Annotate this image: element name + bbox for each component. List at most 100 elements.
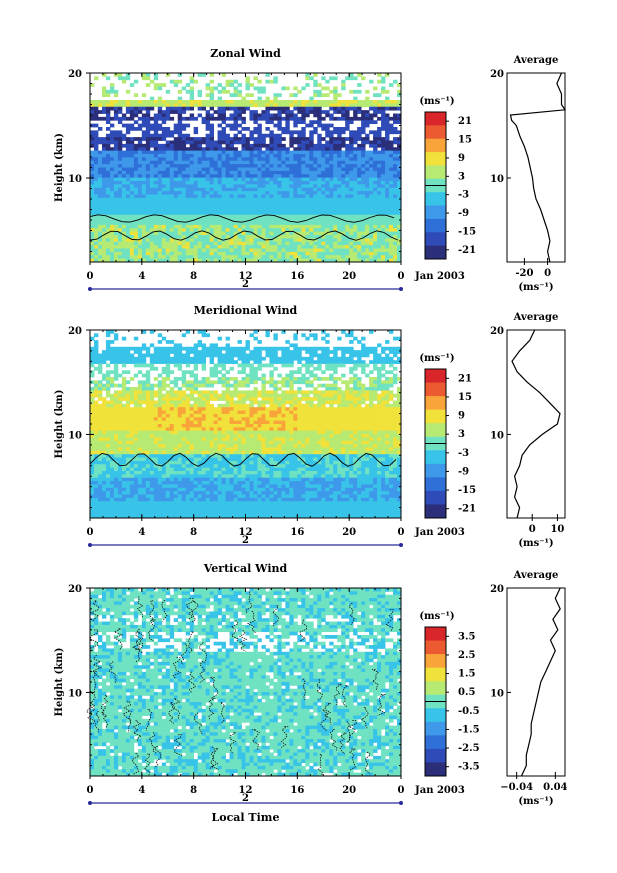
heatmap-cell [257, 231, 262, 236]
heatmap-cell [209, 201, 215, 206]
heatmap-cell [177, 147, 183, 152]
heatmap-cell [241, 221, 246, 226]
heatmap-cell [197, 143, 203, 148]
heatmap-cell [281, 194, 286, 199]
heatmap-cell [357, 390, 362, 395]
heatmap-cell [229, 170, 234, 175]
heatmap-cell [329, 130, 334, 135]
heatmap-cell [317, 211, 322, 216]
heatmap-cell [169, 387, 175, 391]
heatmap-cell [149, 231, 155, 236]
heatmap-cell [253, 397, 258, 401]
heatmap-cell [369, 387, 374, 391]
heatmap-cell [105, 76, 111, 81]
heatmap-cell [357, 150, 362, 155]
heatmap-cell [173, 83, 179, 87]
heatmap-cell [385, 204, 390, 209]
heatmap-cell [137, 116, 143, 121]
heatmap-cell [385, 214, 390, 219]
heatmap-cell [333, 89, 338, 94]
heatmap-cell [357, 221, 362, 226]
heatmap-cell [225, 181, 230, 185]
heatmap-cell [381, 150, 386, 155]
heatmap-cell [221, 164, 226, 168]
heatmap-cell [237, 407, 242, 411]
heatmap-cell [297, 116, 302, 121]
heatmap-cell [213, 167, 218, 172]
heatmap-cell [365, 211, 370, 216]
heatmap-cell [145, 363, 151, 368]
heatmap-cell [113, 116, 119, 121]
heatmap-cell [133, 160, 139, 165]
heatmap-cell [185, 170, 191, 175]
heatmap-cell [337, 160, 342, 165]
heatmap-cell [189, 150, 195, 155]
heatmap-cell [185, 187, 191, 192]
heatmap-cell [357, 340, 362, 344]
heatmap-cell [157, 110, 163, 114]
heatmap-cell [321, 353, 326, 358]
heatmap-cell [389, 140, 394, 145]
heatmap-cell [177, 248, 183, 253]
heatmap-cell [201, 231, 207, 236]
heatmap-cell [197, 383, 203, 388]
heatmap-cell [169, 407, 175, 411]
heatmap-cell [281, 235, 286, 239]
heatmap-cell [293, 147, 298, 152]
heatmap-cell [305, 350, 310, 354]
heatmap-cell [265, 397, 270, 401]
heatmap-cell [169, 150, 175, 155]
heatmap-cell [369, 177, 374, 182]
heatmap-cell [101, 356, 107, 361]
heatmap-cell [161, 241, 167, 246]
heatmap-cell [105, 133, 111, 138]
heatmap-cell [269, 204, 274, 209]
heatmap-cell [237, 157, 242, 162]
heatmap-cell [245, 383, 250, 388]
heatmap-cell [213, 393, 218, 398]
heatmap-cell [237, 363, 242, 368]
heatmap-cell [317, 204, 322, 209]
heatmap-cell [365, 177, 370, 182]
heatmap-cell [137, 397, 143, 401]
heatmap-cell [353, 137, 358, 141]
heatmap-cell [317, 164, 322, 168]
heatmap-cell [273, 238, 278, 243]
heatmap-cell [197, 397, 203, 401]
heatmap-cell [205, 224, 211, 229]
heatmap-cell [269, 181, 274, 185]
heatmap-cell [233, 137, 238, 141]
heatmap-cell [313, 407, 318, 411]
heatmap-cell [125, 181, 131, 185]
heatmap-cell [141, 224, 147, 229]
heatmap-cell [189, 350, 195, 354]
heatmap-cell [309, 167, 314, 172]
heatmap-cell [241, 204, 246, 209]
colorbar-swatch [425, 152, 446, 166]
heatmap-cell [233, 251, 238, 256]
heatmap-cell [365, 407, 370, 411]
heatmap-cell [129, 393, 135, 398]
heatmap-cell [385, 353, 390, 358]
heatmap-cell [289, 204, 294, 209]
heatmap-cell [385, 383, 390, 388]
heatmap-cell [305, 147, 310, 152]
heatmap-cell [157, 100, 163, 104]
heatmap-cell [305, 110, 310, 114]
heatmap-cell [329, 174, 334, 179]
heatmap-cell [105, 170, 111, 175]
heatmap-cell [357, 356, 362, 361]
heatmap-cell [229, 258, 234, 263]
heatmap-cell [177, 164, 183, 168]
heatmap-cell [197, 208, 203, 212]
heatmap-cell [313, 336, 318, 341]
heatmap-cell [173, 204, 179, 209]
heatmap-cell [245, 208, 250, 212]
heatmap-cell [321, 211, 326, 216]
heatmap-cell [201, 383, 207, 388]
heatmap-cell [90, 187, 95, 192]
heatmap-cell [301, 201, 306, 206]
heatmap-cell [193, 150, 199, 155]
heatmap-cell [113, 170, 119, 175]
heatmap-cell [153, 174, 159, 179]
